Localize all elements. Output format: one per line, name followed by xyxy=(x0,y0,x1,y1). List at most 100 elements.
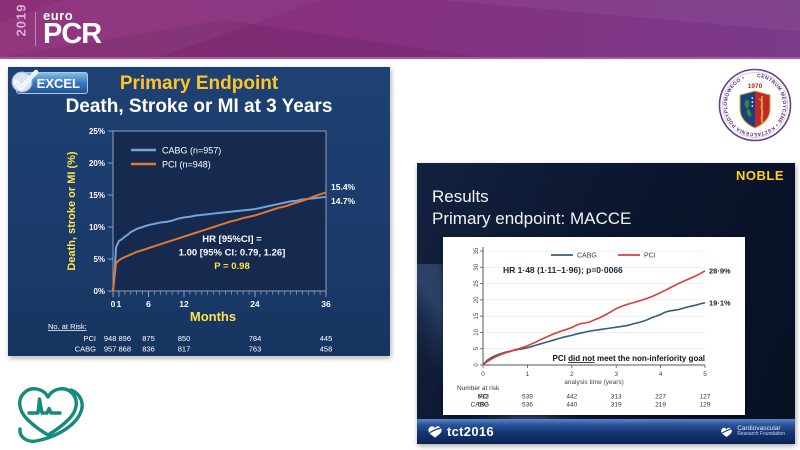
europcr-wordmark: euro PCR xyxy=(43,8,102,50)
at-risk-value: 763 xyxy=(249,345,262,354)
x-tick-label: 0 xyxy=(481,371,485,378)
at-risk-value: 219 xyxy=(655,402,666,409)
at-risk-value: 227 xyxy=(655,394,666,401)
noble-km-chart: 0 5 10 15 20 25 30 35 0 1 2 3 4 5 analysis time (years… xyxy=(457,247,731,409)
non-inferiority-annotation: PCI did not meet the non-inferiority goa… xyxy=(553,354,705,363)
y-tick-label: 25% xyxy=(89,127,105,136)
euro-text: euro xyxy=(43,8,74,23)
at-risk-value: 850 xyxy=(178,334,191,343)
y-tick-label: 10 xyxy=(474,328,480,335)
end-label-cabg: 14.7% xyxy=(331,196,356,206)
seal-heart-glyph: ♡ xyxy=(752,136,757,143)
y-tick-label: 35 xyxy=(474,247,480,254)
hr-annotation: HR 1·48 (1·11–1·96); p=0·0066 xyxy=(503,265,623,275)
excel-badge-label: EXCEL xyxy=(36,75,80,91)
path-shape xyxy=(18,388,84,443)
y-tick-label: 25 xyxy=(474,280,480,287)
circle-shape xyxy=(751,101,754,103)
excel-trial-slide: EXCEL Primary Endpoint Death, Stroke or … xyxy=(8,67,390,356)
at-risk-value: 127 xyxy=(700,394,711,401)
at-risk-value: 539 xyxy=(522,394,533,401)
legend-label: PCI xyxy=(644,253,656,260)
excel-trial-badge: EXCEL xyxy=(11,69,88,94)
y-tick-label: 0% xyxy=(93,287,105,296)
at-risk-row-label: PCI xyxy=(83,334,96,343)
y-tick-label: 20% xyxy=(89,159,105,168)
at-risk-header: No. at Risk: xyxy=(48,322,87,331)
x-tick-label: 1 xyxy=(526,371,530,378)
at-risk-value: 458 xyxy=(320,345,333,354)
end-label-pci: 28·9% xyxy=(709,266,731,275)
y-tick-label: 5% xyxy=(93,255,105,264)
x-tick-label: 24 xyxy=(250,299,260,309)
hr-annotation-line: P = 0.98 xyxy=(214,261,249,272)
tct2016-label: tct2016 xyxy=(447,424,494,439)
noble-trial-slide: NOBLE Results Primary endpoint: MACCE 0 5… xyxy=(417,163,795,444)
heart-ecg-logo xyxy=(18,387,84,443)
x-tick-label: 36 xyxy=(321,299,331,309)
noble-chart-panel: 0 5 10 15 20 25 30 35 0 1 2 3 4 5 analysis time (years… xyxy=(443,237,745,415)
at-risk-value: 957 868 xyxy=(104,345,131,354)
path-shape xyxy=(722,427,732,433)
circle-shape xyxy=(751,105,754,107)
excel-slide-subtitle: Death, Stroke or MI at 3 Years xyxy=(65,96,333,117)
at-risk-header: Number at risk xyxy=(457,385,500,392)
x-tick-label: 6 xyxy=(146,299,151,309)
noble-slide-title: Results Primary endpoint: MACCE xyxy=(432,186,631,230)
x-axis-title: Months xyxy=(190,309,236,324)
pcr-text: PCR xyxy=(43,18,102,50)
at-risk-value: 817 xyxy=(178,345,191,354)
path-shape xyxy=(758,98,764,121)
tspan-shape: meet the non-inferiority goal xyxy=(595,354,705,363)
y-tick-label: 5 xyxy=(474,346,480,350)
hr-annotation-line: 1.00 [95% CI: 0.79, 1.26] xyxy=(179,248,286,259)
crf-line1: Cardiovascular xyxy=(737,424,781,432)
at-risk-row-label: PCI xyxy=(478,394,489,401)
excel-km-chart: 0% 5% 10% 15% 20% 25% Death, stroke or MI (%) 0… xyxy=(48,127,356,354)
circle-shape xyxy=(751,97,754,99)
europcr-header-banner: 2019 euro PCR xyxy=(0,0,800,59)
at-risk-value: 836 xyxy=(142,345,155,354)
x-tick-label: 2 xyxy=(570,371,574,378)
y-tick-label: 15 xyxy=(474,312,480,319)
checkmark-icon xyxy=(11,69,39,93)
ellipse-shape xyxy=(744,99,750,109)
km-curve-pci xyxy=(112,191,327,292)
ellipse-shape xyxy=(746,109,752,117)
at-risk-value: 784 xyxy=(249,334,262,343)
path-shape xyxy=(429,427,442,434)
at-risk-row-label: CABG xyxy=(471,402,489,409)
path-shape xyxy=(14,70,38,90)
seal-shield xyxy=(739,90,771,129)
km-curve-cabg xyxy=(112,195,327,292)
noble-footer-bar: tct2016 Cardiovascular Research Foundati… xyxy=(417,419,795,444)
path-shape xyxy=(739,90,771,129)
end-label-cabg: 19·1% xyxy=(709,298,731,307)
y-tick-label: 30 xyxy=(474,263,480,270)
tct-heart-icon xyxy=(428,426,442,438)
at-risk-value: 129 xyxy=(700,402,711,409)
crf-logo: Cardiovascular Research Foundation xyxy=(720,425,785,438)
x-axis-title: analysis time (years) xyxy=(564,379,624,386)
y-tick-label: 15% xyxy=(89,191,105,200)
noble-badge-label: NOBLE xyxy=(736,168,784,183)
circle-shape xyxy=(11,71,33,93)
x-tick-label: 4 xyxy=(659,371,663,378)
y-axis-title: Death, stroke or MI (%) xyxy=(66,151,78,271)
crf-line2: Research Foundation xyxy=(737,431,785,438)
tspan-shape: PCI xyxy=(553,354,569,363)
hr-annotation-line: HR [95%CI] = xyxy=(202,234,262,245)
noble-title-line1: Results xyxy=(432,187,489,206)
seal-year-label: 1970 xyxy=(748,83,763,90)
x-tick-label: 0 xyxy=(111,299,116,309)
europcr-logo: 2019 euro PCR xyxy=(13,3,103,54)
x-tick-label: 3 xyxy=(614,371,618,378)
at-risk-value: 948 896 xyxy=(104,334,131,343)
year-label: 2019 xyxy=(13,3,29,36)
y-tick-label: 10% xyxy=(89,223,105,232)
crf-heart-icon xyxy=(721,427,733,437)
tspan-shape: did not xyxy=(568,354,595,363)
excel-slide-title: Primary Endpoint xyxy=(119,73,279,94)
at-risk-value: 536 xyxy=(522,402,533,409)
